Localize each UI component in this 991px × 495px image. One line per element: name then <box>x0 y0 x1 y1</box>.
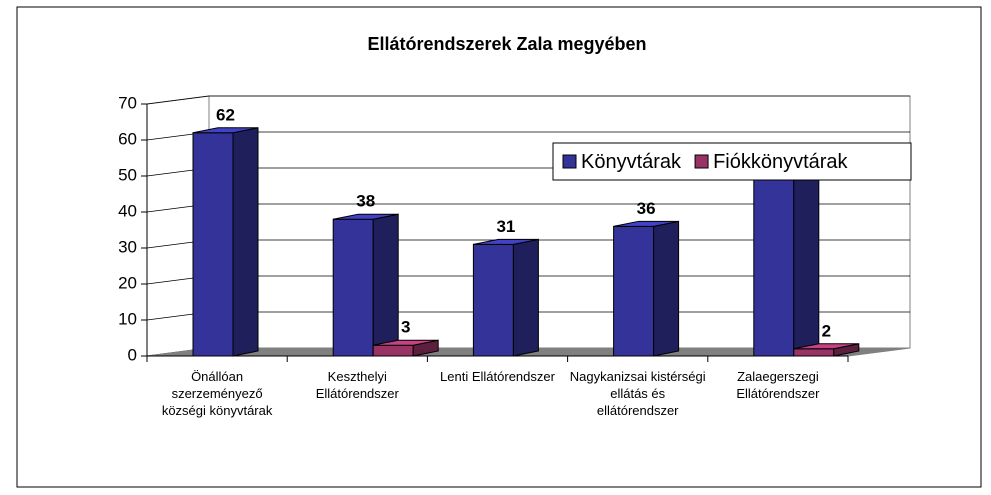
bar-side <box>232 127 259 357</box>
x-tick-label: Nagykanizsai kistérségi ellátás és ellát… <box>569 369 706 418</box>
bar-front <box>753 179 795 357</box>
legend-label: Könyvtárak <box>581 151 682 173</box>
bar-front <box>472 243 514 357</box>
y-tick-label: 20 <box>118 273 137 292</box>
bar-front <box>372 344 414 357</box>
legend <box>552 142 912 181</box>
bar-front <box>332 218 374 357</box>
bar-side <box>512 238 539 357</box>
bar-top <box>333 213 399 220</box>
chart-title: Ellátórendszerek Zala megyében <box>367 34 646 54</box>
y-tick-label: 30 <box>118 237 137 256</box>
y-tick-label: 60 <box>118 129 137 148</box>
bar-top <box>192 127 259 134</box>
data-label: 62 <box>216 105 235 124</box>
data-label: 3 <box>401 318 410 337</box>
data-label: 2 <box>822 321 831 340</box>
x-tick-label: Zalaegerszegi Ellátórendszer <box>736 369 820 401</box>
legend-label: Fiókkönyvtárak <box>713 151 848 173</box>
bar-front <box>613 225 655 357</box>
bar-top <box>373 339 439 346</box>
y-tick-label: 40 <box>118 201 137 220</box>
legend-swatch <box>562 154 577 169</box>
x-tick-label: Keszthelyi Ellátórendszer <box>315 369 399 401</box>
y-tick-label: 70 <box>118 93 137 112</box>
x-tick-label: Lenti Ellátórendszer <box>440 369 555 384</box>
bar-top <box>613 220 679 227</box>
bar-top <box>473 238 539 245</box>
legend-swatch <box>694 154 709 169</box>
y-tick-label: 0 <box>128 345 137 364</box>
bar-front <box>192 132 234 357</box>
bar-top <box>793 343 859 350</box>
bar-side <box>653 220 680 357</box>
data-label: 31 <box>496 217 515 236</box>
y-tick-label: 50 <box>118 165 137 184</box>
bar-side <box>372 213 399 357</box>
bar-side <box>793 173 820 357</box>
data-label: 36 <box>637 199 656 218</box>
grid-line <box>146 95 210 105</box>
x-tick-label: Önállóan szerzeményező községi könyvtára… <box>161 369 273 418</box>
y-tick-label: 10 <box>118 309 137 328</box>
data-label: 38 <box>356 192 375 211</box>
bar-front <box>793 348 835 357</box>
